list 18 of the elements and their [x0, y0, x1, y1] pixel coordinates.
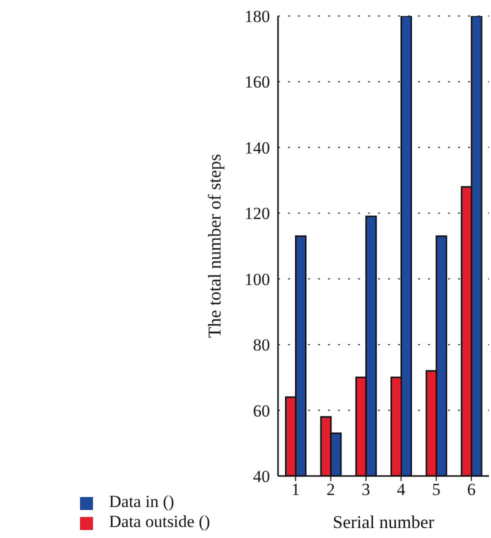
x-tick-label: 6 — [467, 480, 476, 500]
legend-label: Data outside () — [109, 512, 210, 531]
y-tick-label: 40 — [253, 467, 270, 486]
y-axis-title: The total number of steps — [204, 154, 224, 338]
y-tick-label: 160 — [244, 72, 270, 92]
x-tick-label: 2 — [326, 480, 336, 500]
x-tick-label: 4 — [396, 480, 406, 500]
x-tick-label: 1 — [291, 480, 300, 500]
y-tick-label: 140 — [244, 138, 270, 158]
x-axis-title: Serial number — [332, 512, 434, 532]
y-tick-label: 100 — [244, 270, 270, 289]
x-tick-label: 5 — [432, 480, 441, 500]
y-tick-label: 60 — [253, 401, 270, 420]
legend-label: Data in () — [109, 492, 174, 511]
y-tick-label: 180 — [244, 7, 270, 26]
x-tick-label: 3 — [362, 480, 370, 500]
y-tick-label: 120 — [244, 204, 270, 224]
y-tick-label: 80 — [253, 336, 270, 355]
